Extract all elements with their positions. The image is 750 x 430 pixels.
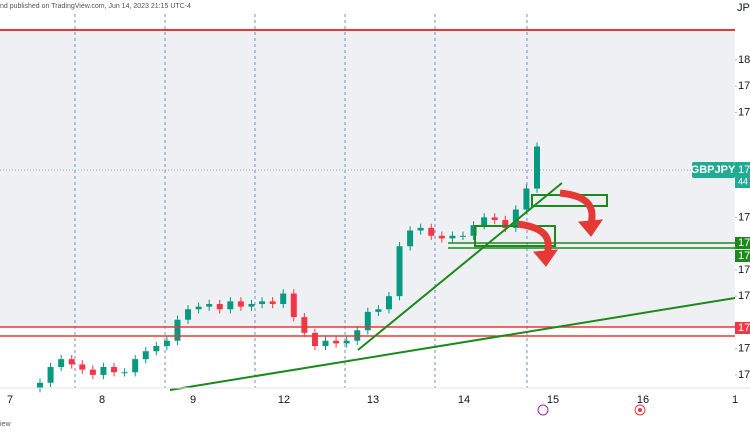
x-tick-label: 13: [367, 394, 379, 406]
level-tag-label: 17: [738, 237, 750, 249]
candle-body: [227, 301, 234, 310]
candle-body: [428, 227, 435, 236]
candle-body: [259, 301, 266, 305]
candle-body: [523, 188, 530, 210]
candle-body: [396, 246, 403, 297]
y-tick-label: 17: [738, 290, 750, 302]
candle-body: [174, 319, 181, 341]
candle-body: [142, 351, 149, 360]
candle-body: [343, 340, 350, 344]
y-tick-label: 17: [738, 369, 750, 381]
x-tick-label: 8: [99, 394, 105, 406]
candle-body: [481, 217, 488, 226]
header-text: nd published on TradingView.com, Jun 14,…: [0, 3, 191, 10]
candle-body: [470, 225, 477, 236]
candle-body: [333, 340, 340, 344]
level-tag: [735, 237, 750, 249]
candle-body: [206, 304, 213, 307]
candles: [37, 142, 540, 393]
candle-body: [449, 235, 456, 239]
countdown: 44: [738, 176, 748, 186]
candle-body: [502, 220, 509, 228]
x-tick-label: 14: [458, 394, 470, 406]
candle-body: [301, 317, 308, 333]
y-tick-label: 17: [738, 106, 750, 118]
x-tick-label: 16: [637, 394, 649, 406]
candle-body: [417, 227, 424, 231]
symbol-price: 17: [738, 164, 750, 176]
y-tick-label: 17: [738, 343, 750, 355]
candle-body: [111, 367, 118, 373]
candle-body: [89, 369, 96, 375]
candle-body: [322, 340, 329, 347]
candle-body: [163, 340, 170, 347]
candle-body: [248, 304, 255, 307]
candle-body: [121, 372, 128, 374]
x-tick-label: 7: [7, 394, 13, 406]
candle-body: [100, 367, 107, 375]
candle-body: [385, 296, 392, 310]
level-tag-label: 17: [738, 322, 750, 334]
level-tag: [735, 250, 750, 262]
candle-body: [280, 293, 287, 305]
footer-text: iew: [0, 421, 11, 428]
level-tag-label: 17: [738, 250, 750, 262]
candle-body: [185, 309, 192, 320]
candle-body: [491, 217, 498, 221]
candle-body: [534, 146, 540, 189]
candle-body: [79, 364, 86, 370]
candle-body: [153, 346, 160, 352]
symbol-tag: [692, 162, 735, 178]
y-tick-label: 17: [738, 80, 750, 92]
y-tick-label: 18: [738, 54, 750, 66]
candle-body: [37, 382, 43, 388]
x-tick-label: 9: [190, 394, 196, 406]
candle-body: [311, 332, 318, 347]
candle-body: [269, 301, 276, 305]
x-tick-label: 15: [547, 394, 559, 406]
candle-body: [375, 309, 382, 312]
event-icon-dot: [638, 408, 642, 412]
axis-corner: JP: [737, 2, 750, 14]
candle-body: [237, 301, 244, 307]
level-tag: [735, 322, 750, 334]
candle-body: [132, 359, 139, 373]
candle-body: [216, 304, 223, 310]
candle-body: [58, 359, 65, 368]
candle-body: [407, 230, 414, 247]
x-tick-label: 12: [278, 394, 290, 406]
shaded-zone: [0, 30, 735, 327]
event-icon[interactable]: [537, 404, 549, 416]
candle-body: [68, 359, 75, 365]
candle-body: [438, 235, 445, 239]
candle-body: [459, 235, 466, 237]
x-tick-label: 1: [732, 394, 738, 406]
candle-body: [512, 209, 519, 228]
y-tick-label: 17: [738, 211, 750, 223]
y-tick-label: 17: [738, 264, 750, 276]
price-tag: [735, 162, 750, 188]
symbol-name: GBPJPY: [691, 164, 736, 176]
candle-body: [364, 311, 371, 331]
drawings: [0, 29, 736, 391]
candle-body: [195, 306, 202, 310]
candle-body: [290, 293, 297, 318]
candle-body: [47, 367, 54, 383]
